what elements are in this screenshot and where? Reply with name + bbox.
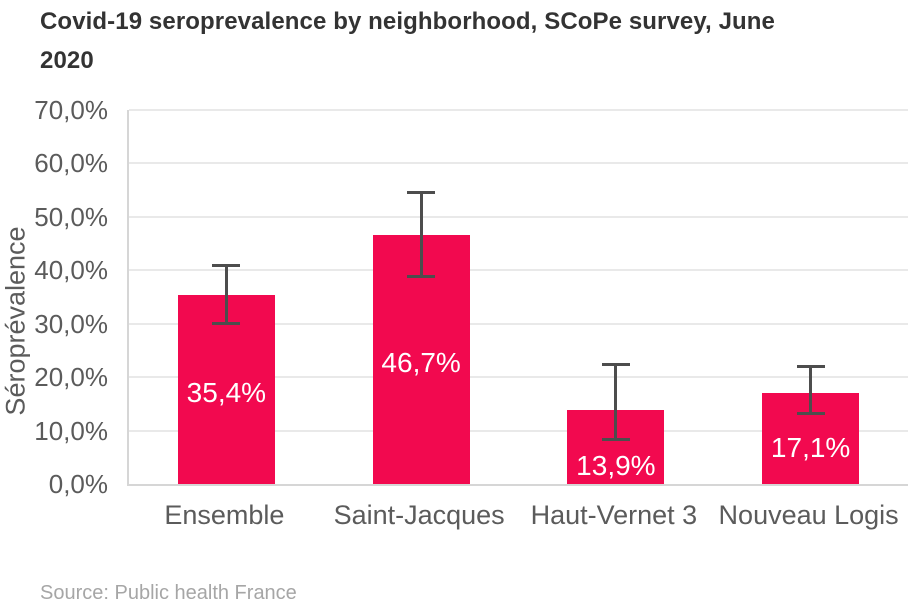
bar-value-label: 35,4% [186,377,267,409]
x-axis-label: Saint-Jacques [333,500,505,530]
x-axis-label: Haut-Vernet 3 [530,500,698,530]
error-bar [419,192,423,277]
chart-title: Covid-19 seroprevalence by neighborhood,… [40,8,775,74]
error-bar [809,366,813,414]
error-bar-bottom-cap [601,437,630,441]
y-tick-label: 10,0% [34,415,108,446]
error-bar-top-cap [407,191,436,195]
bar-value-label: 46,7% [381,347,461,379]
error-bar-top-cap [601,362,630,366]
error-bar-bottom-cap [407,275,436,279]
bar-value-label: 13,9% [576,449,656,481]
plot-area: 35,4% 46,7% 13,9% 17,1% [127,109,908,486]
error-bar [614,363,618,439]
error-bar-bottom-cap [796,412,825,416]
y-tick-label: 20,0% [34,362,108,393]
error-bar-top-cap [796,365,825,369]
gridline [129,429,908,432]
y-tick-label: 40,0% [34,255,108,286]
error-bar-bottom-cap [212,321,241,325]
y-axis-tick-labels: 0,0% 10,0% 20,0% 30,0% 40,0% 50,0% 60,0% 70,0% [0,0,108,611]
gridline [129,376,908,379]
gridline [129,322,908,325]
gridline [129,215,908,218]
x-axis-label: Ensemble [164,500,285,530]
y-tick-label: 60,0% [34,148,108,179]
gridline [129,269,908,272]
y-tick-label: 70,0% [34,95,108,125]
error-bar [224,264,228,323]
bar [177,294,275,484]
error-bar-top-cap [212,263,241,267]
y-tick-label: 50,0% [34,201,108,232]
y-tick-label: 0,0% [48,469,108,499]
y-tick-label: 30,0% [34,308,108,339]
source-note: Source: Public health France [40,582,297,604]
bar-value-label: 17,1% [770,432,851,464]
gridline [129,109,908,111]
gridline [129,162,908,165]
x-axis-label: Nouveau Logis [718,500,899,530]
